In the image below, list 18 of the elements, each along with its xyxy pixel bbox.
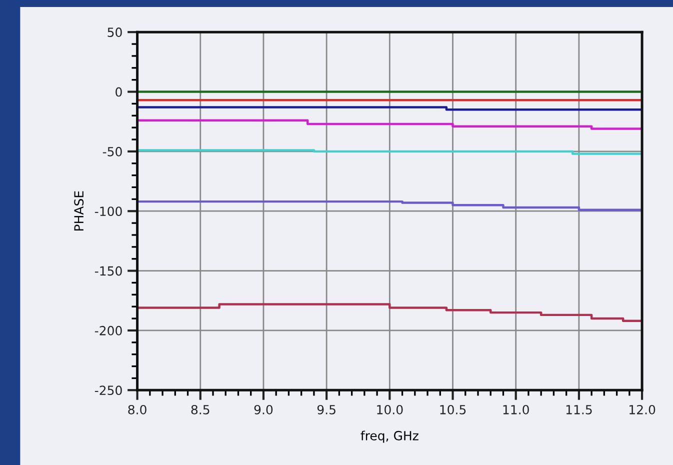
x-tick-label: 8.0 [128,404,146,414]
x-axis-title: freq, GHz [360,430,418,443]
x-tick-label: 9.0 [254,404,273,414]
x-tick-label: 10.0 [377,404,403,414]
x-tick-label: 11.5 [566,405,592,414]
y-tick-label: -150 [94,266,122,276]
y-tick-label: -200 [94,326,122,336]
x-tick-label: 12.0 [630,404,656,414]
y-tick-label: -50 [102,146,122,156]
y-tick-label: 50 [108,28,122,38]
y-axis-title: PHASE [74,191,84,231]
x-tick-label: 8.5 [191,404,210,414]
y-tick-label: 0 [116,87,122,97]
y-tick-label: -250 [94,386,122,396]
y-tick-label: -100 [94,206,122,216]
x-tick-label: 11.0 [503,404,529,414]
x-tick-label: 9.5 [317,404,336,414]
x-tick-label: 10.5 [440,404,466,414]
